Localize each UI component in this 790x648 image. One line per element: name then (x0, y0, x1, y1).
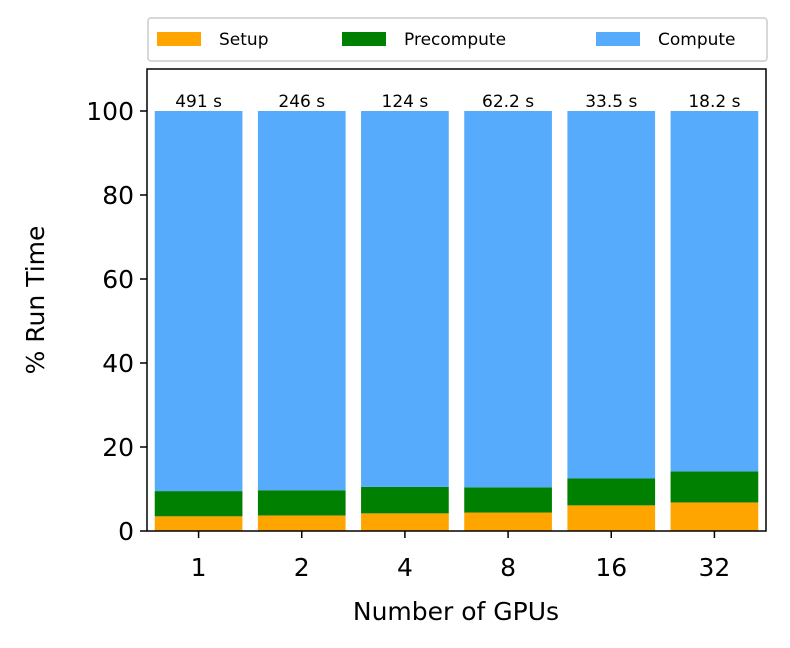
y-tick-label: 0 (118, 517, 134, 546)
bar-precompute-16 (567, 478, 656, 506)
bar-precompute-1 (154, 491, 243, 517)
bar-compute-2 (257, 111, 346, 491)
bar-setup-8 (464, 512, 552, 531)
bar-precompute-32 (670, 471, 759, 503)
bars-layer (154, 111, 759, 531)
bar-compute-4 (361, 111, 449, 487)
bar-setup-2 (257, 515, 346, 531)
bar-total-label: 62.2 s (482, 92, 534, 112)
x-tick-label: 2 (294, 553, 310, 582)
bar-setup-4 (361, 513, 449, 531)
bar-compute-16 (567, 111, 656, 479)
x-axis: 1 2 4 8 16 32 (191, 531, 731, 582)
x-axis-title: Number of GPUs (353, 597, 559, 626)
bar-total-label: 18.2 s (688, 92, 740, 112)
legend-label-precompute: Precompute (404, 30, 506, 50)
x-tick-label: 32 (699, 553, 731, 582)
legend-label-setup: Setup (219, 30, 268, 50)
bar-setup-16 (567, 505, 656, 531)
legend: Setup Precompute Compute (147, 17, 768, 62)
y-tick-label: 100 (86, 97, 134, 126)
bar-precompute-8 (464, 487, 552, 513)
legend-swatch-compute (596, 32, 640, 46)
legend-swatch-precompute (342, 32, 386, 46)
bar-compute-8 (464, 111, 552, 488)
bar-precompute-2 (257, 490, 346, 516)
bar-setup-1 (154, 516, 243, 531)
legend-swatch-setup (157, 32, 201, 46)
x-tick-label: 8 (500, 553, 516, 582)
y-tick-label: 80 (102, 181, 134, 210)
legend-label-compute: Compute (658, 30, 736, 50)
x-tick-label: 4 (397, 553, 413, 582)
legend-frame (147, 17, 768, 62)
y-axis: 0 20 40 60 80 100 (86, 97, 147, 546)
y-tick-label: 60 (102, 265, 134, 294)
bar-total-label: 33.5 s (585, 92, 637, 112)
y-tick-label: 40 (102, 349, 134, 378)
x-tick-label: 16 (595, 553, 627, 582)
bar-compute-1 (154, 111, 243, 492)
x-tick-label: 1 (191, 553, 207, 582)
bar-total-label: 124 s (382, 92, 429, 112)
bar-labels-layer: 491 s 246 s 124 s 62.2 s 33.5 s 18.2 s (175, 92, 740, 112)
bar-total-label: 491 s (175, 92, 222, 112)
bar-total-label: 246 s (278, 92, 325, 112)
y-tick-label: 20 (102, 433, 134, 462)
bar-setup-32 (670, 502, 759, 531)
bar-precompute-4 (361, 486, 449, 514)
bar-compute-32 (670, 111, 759, 472)
plot-frame (146, 68, 767, 532)
y-axis-title: % Run Time (21, 226, 50, 375)
